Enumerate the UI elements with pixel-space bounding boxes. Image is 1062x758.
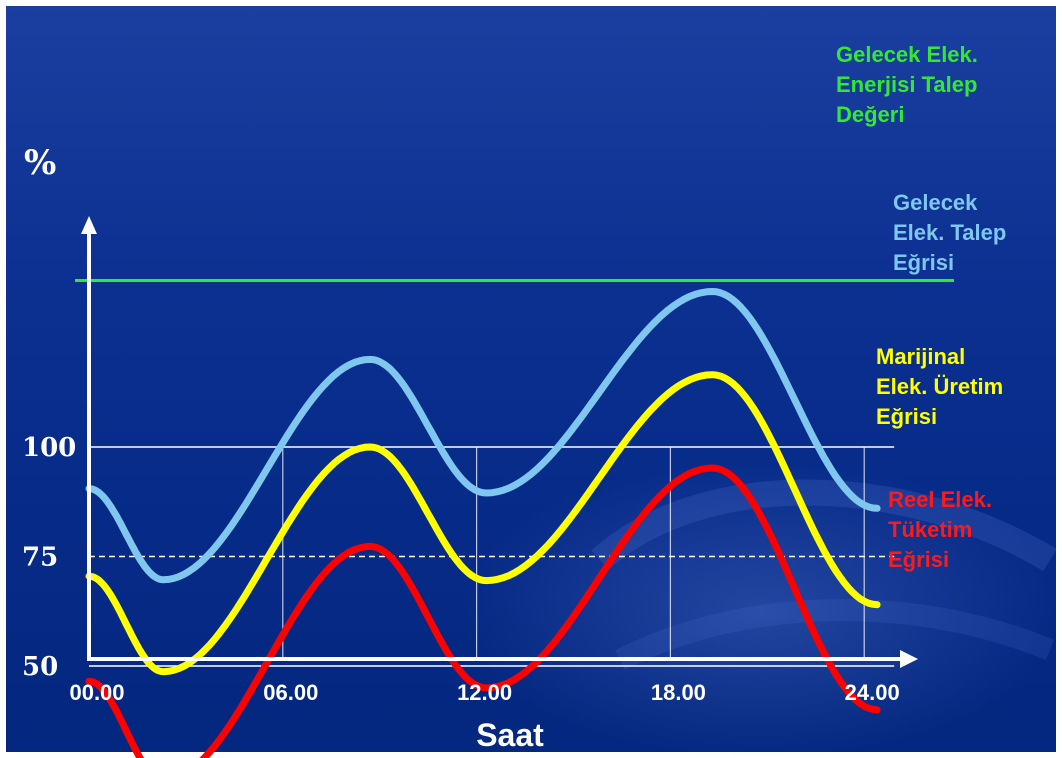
legend-future-line-3: Eğrisi	[893, 250, 955, 275]
x-tick-label-2: 12.00	[457, 680, 512, 705]
legend-reference: Gelecek Elek. Enerjisi Talep Değeri	[836, 40, 978, 130]
legend-real-line-2: Tüketim	[888, 517, 973, 542]
legend-marginal-line-3: Eğrisi	[876, 404, 938, 429]
legend-reference-line-2: Enerjisi Talep	[836, 72, 978, 97]
y-tick-label-2: 75	[22, 543, 58, 573]
x-tick-label-3: 18.00	[651, 680, 706, 705]
axes	[81, 216, 918, 668]
series-line-0	[85, 288, 881, 584]
legend-future-demand: Gelecek Elek. Talep Eğrisi	[893, 188, 1006, 278]
series-line-2	[85, 464, 881, 758]
legend-marginal-production: Marijinal Elek. Üretim Eğrisi	[876, 342, 1003, 432]
legend-reference-line-1: Gelecek Elek.	[836, 42, 978, 67]
legend-real-line-3: Eğrisi	[888, 547, 950, 572]
legend-reference-line-3: Değeri	[836, 102, 905, 127]
x-tick-label-1: 06.00	[263, 680, 318, 705]
y-axis-label: %	[24, 143, 56, 183]
y-tick-label-3: 100	[22, 433, 76, 463]
legend-future-line-2: Elek. Talep	[893, 220, 1007, 245]
series-lines	[75, 279, 954, 758]
background-swirl	[460, 460, 1060, 758]
x-axis-arrow	[900, 650, 918, 668]
y-tick-label-1: 50	[22, 652, 58, 682]
y-axis-arrow	[81, 216, 97, 234]
x-tick-label-0: 00.00	[69, 680, 124, 705]
legend-marginal-line-1: Marijinal	[876, 344, 966, 369]
series-line-1	[85, 371, 881, 676]
legend-real-line-1: Reel Elek.	[888, 487, 992, 512]
legend-future-line-1: Gelecek	[893, 190, 978, 215]
legend-marginal-line-2: Elek. Üretim	[876, 374, 1004, 399]
x-tick-label-4: 24.00	[845, 680, 900, 705]
x-axis-label: Saat	[476, 717, 544, 753]
legend-real-consumption: Reel Elek. Tüketim Eğrisi	[888, 485, 992, 575]
grid	[89, 446, 895, 667]
